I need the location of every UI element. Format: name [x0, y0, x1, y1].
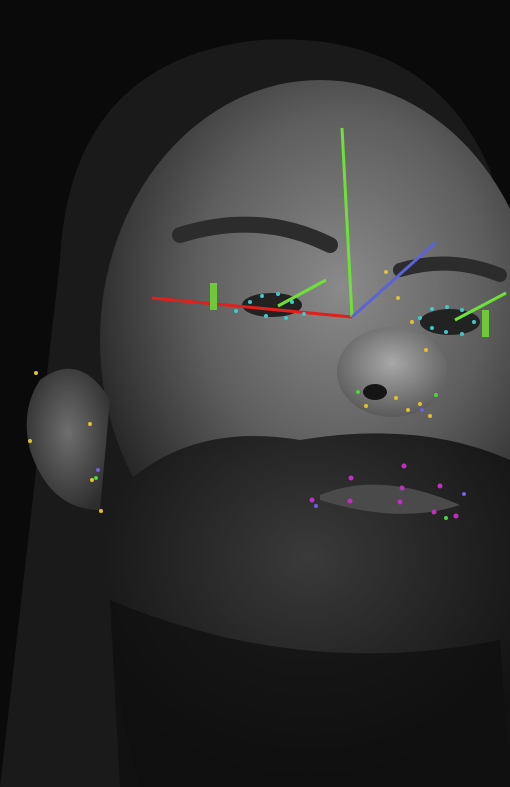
landmark	[290, 300, 294, 304]
landmark	[90, 478, 94, 482]
landmark	[34, 371, 38, 375]
landmark	[348, 475, 354, 481]
mouth-landmarks	[309, 463, 459, 519]
nose-landmarks	[94, 390, 448, 520]
landmark	[434, 393, 438, 397]
landmark	[384, 270, 388, 274]
landmark	[309, 497, 315, 503]
landmark	[460, 308, 464, 312]
face-landmarks	[28, 270, 432, 513]
landmark	[347, 498, 353, 504]
landmark	[444, 516, 448, 520]
landmark	[394, 396, 398, 400]
eye-marker	[482, 310, 489, 337]
landmark	[314, 504, 318, 508]
landmark	[260, 294, 264, 298]
landmark	[424, 348, 428, 352]
landmark	[430, 326, 434, 330]
nose	[337, 327, 447, 417]
landmark	[430, 307, 434, 311]
gaze-right	[454, 291, 507, 322]
landmark	[276, 292, 280, 296]
landmark	[28, 439, 32, 443]
ear	[26, 368, 111, 510]
landmark	[94, 476, 98, 480]
landmark	[406, 408, 410, 412]
eyebrow-left	[172, 216, 338, 253]
landmark	[428, 414, 432, 418]
landmark	[420, 408, 424, 412]
eyebrow-right	[393, 256, 507, 282]
landmark	[397, 499, 403, 505]
landmark	[445, 305, 449, 309]
landmark	[396, 296, 400, 300]
landmark	[364, 404, 368, 408]
landmark	[462, 492, 466, 496]
landmark	[88, 422, 92, 426]
gaze-left	[277, 278, 327, 308]
landmark	[444, 330, 448, 334]
eye-marker	[210, 283, 217, 310]
landmark	[410, 320, 414, 324]
landmark	[401, 463, 407, 469]
landmark	[472, 320, 476, 324]
head-pose-x-axis	[151, 296, 353, 319]
landmark	[418, 316, 422, 320]
landmark	[399, 485, 405, 491]
lips	[320, 484, 460, 514]
landmark	[418, 402, 422, 406]
neck-shadow	[110, 600, 510, 787]
landmark	[99, 509, 103, 513]
landmark	[460, 332, 464, 336]
landmark	[248, 300, 252, 304]
landmark	[356, 390, 360, 394]
landmark	[437, 483, 443, 489]
landmark	[96, 468, 100, 472]
landmark	[284, 316, 288, 320]
nostril	[363, 384, 387, 400]
landmark	[234, 309, 238, 313]
landmark	[302, 312, 306, 316]
head-pose-y-axis	[340, 127, 354, 318]
landmark	[264, 314, 268, 318]
eye-landmarks	[234, 292, 476, 336]
blue-landmarks	[96, 408, 466, 508]
landmark	[431, 509, 437, 515]
head-pose-z-axis	[351, 240, 437, 319]
landmark	[453, 513, 459, 519]
